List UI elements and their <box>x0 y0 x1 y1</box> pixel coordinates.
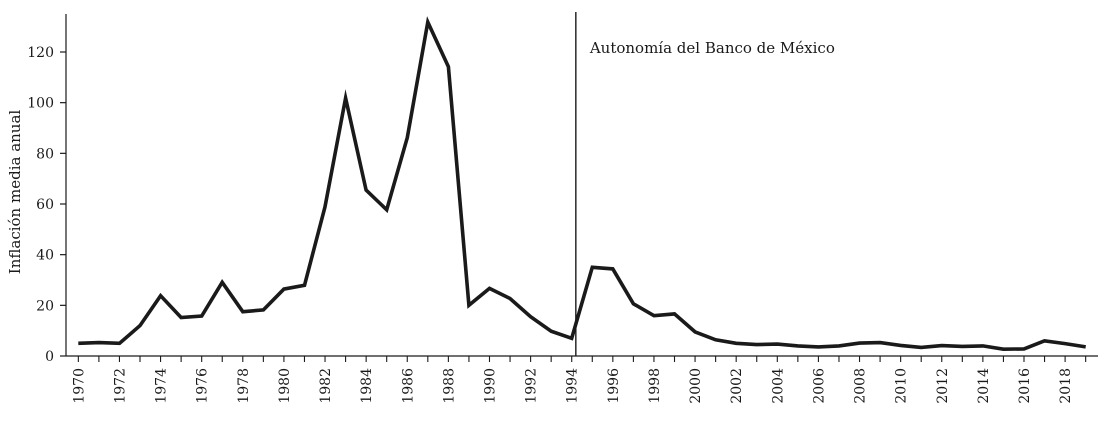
x-tick-label: 2000 <box>688 368 704 404</box>
x-tick-label: 1984 <box>359 368 375 404</box>
series-group <box>78 16 1086 352</box>
x-tick-label: 2002 <box>729 368 745 404</box>
x-tick-label: 2010 <box>894 368 910 404</box>
x-tick-label: 1998 <box>647 368 663 404</box>
x-tick-label: 1976 <box>195 368 211 404</box>
y-tick-label: 120 <box>27 45 54 61</box>
x-tick-label: 1970 <box>71 368 87 404</box>
x-tick-label: 1994 <box>565 368 581 404</box>
x-tick-label: 1986 <box>400 368 416 404</box>
x-tick-label: 2016 <box>1017 368 1033 404</box>
y-tick-label: 40 <box>36 248 54 264</box>
x-tick-label: 1996 <box>606 368 622 404</box>
annotation-label: Autonomía del Banco de México <box>589 39 835 57</box>
x-tick-label: 1972 <box>112 368 128 404</box>
series-line <box>78 16 1086 352</box>
x-tick-label: 2006 <box>811 368 827 404</box>
x-axis-ticks: 1970 1972 1974 1976 1978 1980 1982 1984 1986 1988… <box>71 356 1087 404</box>
y-tick-label: 0 <box>45 349 54 365</box>
y-tick-label: 60 <box>36 197 54 213</box>
x-tick-label: 1980 <box>277 368 293 404</box>
x-tick-label: 1990 <box>482 368 498 404</box>
x-tick-label: 1982 <box>318 368 334 404</box>
x-tick-label: 2008 <box>853 368 869 404</box>
y-axis-ticks: 0 20 40 60 80 100 120 <box>27 45 66 365</box>
x-tick-label: 1978 <box>236 368 252 404</box>
x-tick-label: 1988 <box>441 368 457 404</box>
x-tick-label: 2012 <box>935 368 951 404</box>
x-tick-label: 2004 <box>770 368 786 404</box>
x-tick-label: 1974 <box>154 368 170 404</box>
y-tick-label: 80 <box>36 146 54 162</box>
y-axis-title: Inflación media anual <box>6 110 24 275</box>
x-tick-label: 1992 <box>524 368 540 404</box>
y-tick-label: 100 <box>27 96 54 112</box>
y-tick-label: 20 <box>36 298 54 314</box>
x-tick-label: 2014 <box>976 368 992 404</box>
x-tick-label: 2018 <box>1058 368 1074 404</box>
